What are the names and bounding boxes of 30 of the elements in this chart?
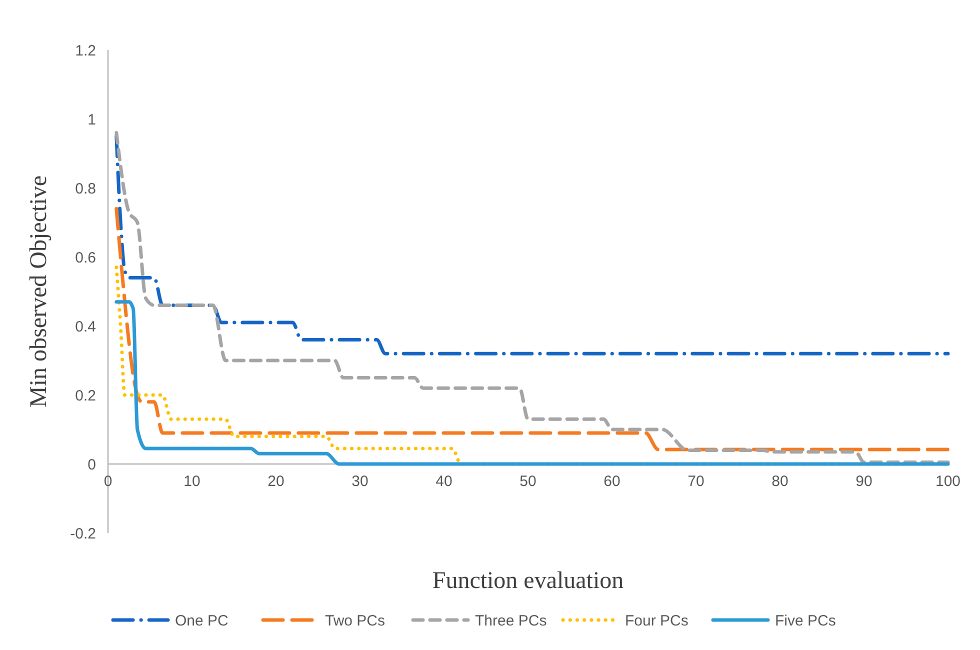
y-tick-label: -0.2 [70,525,96,542]
x-tick-label: 40 [436,473,452,490]
x-tick-label: 90 [856,473,872,490]
y-tick-label: 0.6 [75,249,96,266]
x-tick-label: 20 [268,473,284,490]
y-tick-label: 0.4 [75,318,96,336]
y-tick-label: 0.8 [75,180,96,198]
y-axis-title: Min observed Objective [26,176,52,408]
x-tick-label: 70 [688,473,704,490]
line-series [114,300,950,466]
line-series [114,206,950,452]
legend-label: Three PCs [475,612,547,630]
y-tick-label: 1.2 [75,42,96,60]
x-tick-label: 80 [772,473,788,490]
line-series [114,131,950,464]
x-axis-title: Function evaluation [432,568,624,594]
x-tick-label: 50 [520,473,536,490]
y-tick-label: 0 [88,456,96,474]
x-tick-label: 30 [352,473,368,490]
legend-label: Two PCs [325,612,386,630]
y-tick-label: 0.2 [75,387,96,404]
legend-label: Five PCs [775,612,836,630]
x-tick-label: 10 [184,473,200,490]
line-series [114,134,950,356]
x-tick-label: 60 [604,473,620,490]
legend-label: One PC [175,612,229,630]
legend-label: Four PCs [625,612,688,630]
y-tick-label: 1 [88,111,96,128]
x-tick-label: 0 [104,473,112,490]
x-tick-label: 100 [935,473,961,490]
